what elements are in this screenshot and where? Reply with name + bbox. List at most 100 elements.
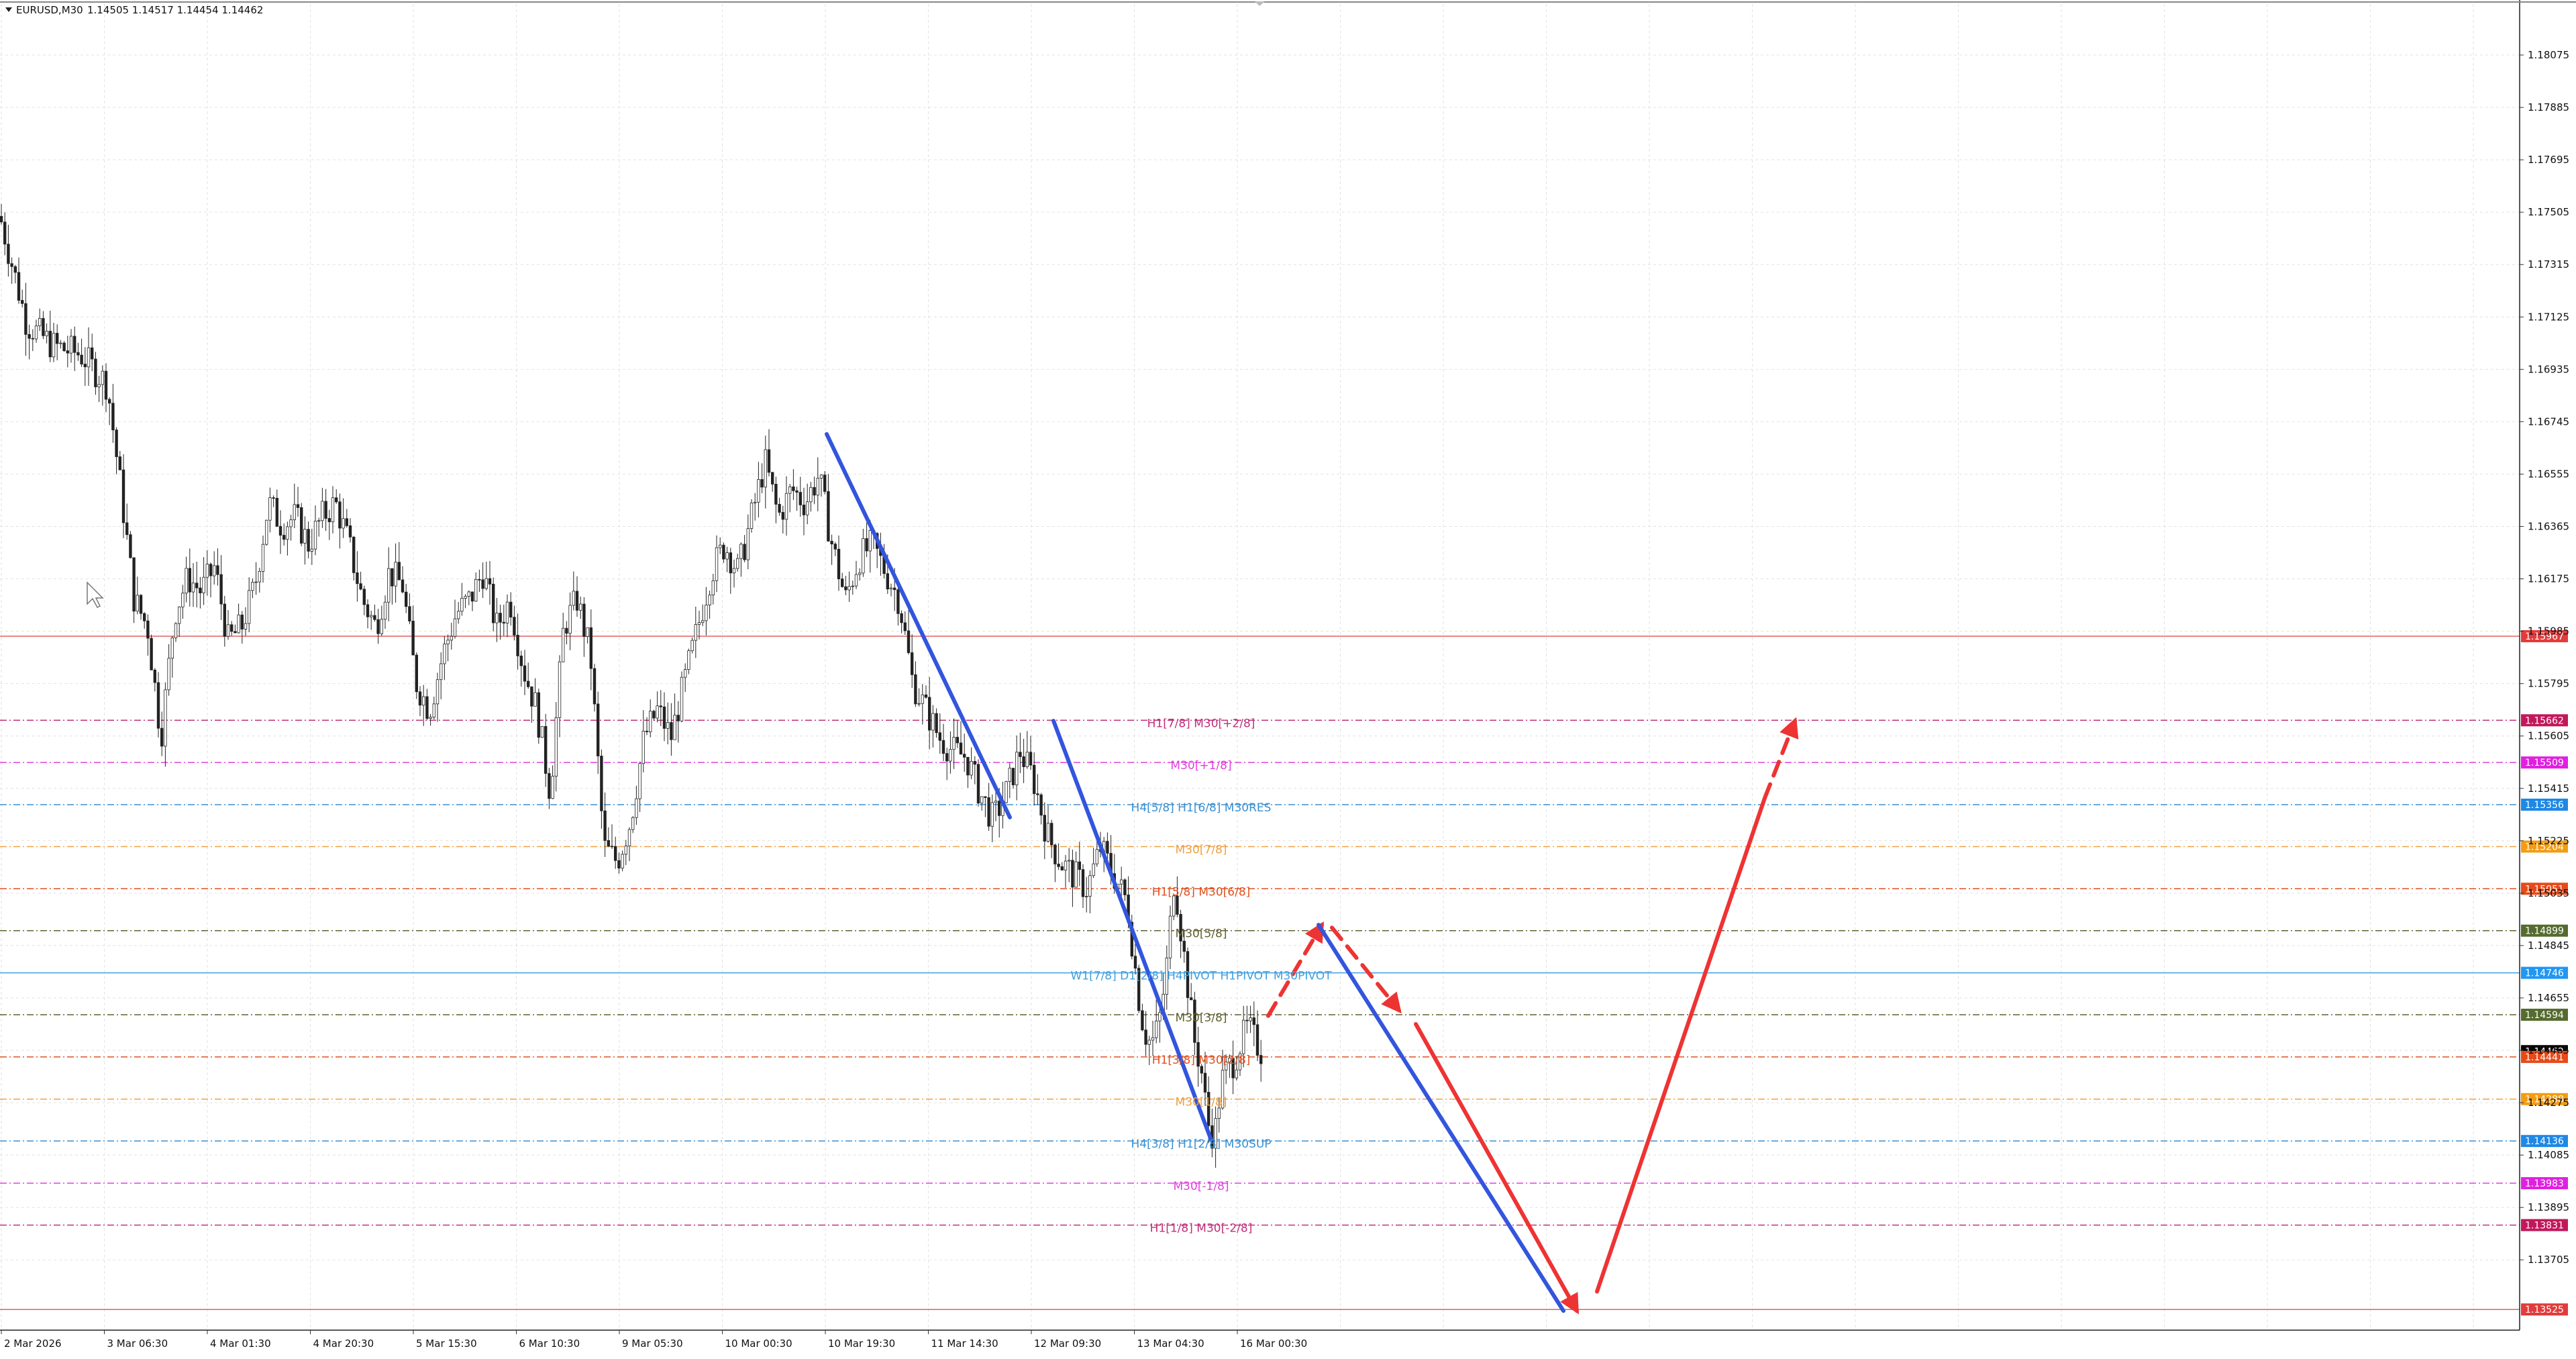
candle-body (631, 817, 635, 830)
candle-body (380, 619, 383, 634)
candle-body (889, 587, 893, 590)
candle-body (976, 764, 980, 804)
candle-body (342, 518, 345, 529)
candle-body (492, 583, 495, 623)
y-tick-label: 1.15795 (2528, 678, 2569, 690)
candle-body (1203, 1072, 1207, 1093)
price-badge (2521, 1219, 2568, 1231)
candle-body (237, 614, 240, 634)
price-badge (2521, 840, 2568, 853)
candle-body (858, 572, 862, 575)
candle-body (551, 776, 554, 799)
candle-body (1168, 915, 1172, 958)
candle-body (931, 713, 935, 731)
candle-body (356, 572, 359, 585)
blue-trend-1 (825, 432, 1012, 819)
candle-body (240, 614, 244, 630)
price-badge (2521, 1050, 2568, 1063)
candle-body (540, 725, 544, 738)
candle-body (638, 763, 641, 799)
candle-body (1225, 1062, 1228, 1070)
candle-body (1004, 781, 1008, 803)
candle-body (830, 540, 833, 545)
candle-body (275, 497, 278, 527)
candle-body (966, 756, 970, 776)
level-label: H4[3/8] H1[2/8] M30SUP (1131, 1138, 1271, 1151)
candle-body (153, 669, 156, 683)
x-tick-label: 2 Mar 2026 (4, 1338, 62, 1350)
candle-body (1179, 913, 1182, 942)
x-tick-label: 11 Mar 14:30 (931, 1338, 998, 1350)
candle-body (523, 665, 527, 682)
price-badge-label: 1.15204 (2525, 842, 2564, 852)
candle-body (746, 528, 750, 560)
y-tick-label: 1.16935 (2528, 363, 2569, 375)
candle-body (760, 479, 764, 488)
candle-body (272, 497, 275, 499)
candle-body (945, 753, 949, 762)
candle-body (170, 638, 174, 659)
candle-body (80, 354, 83, 364)
candle-body (1186, 951, 1190, 999)
candle-body (334, 497, 338, 503)
candle-body (264, 519, 268, 545)
candle-body (1245, 1019, 1249, 1021)
candle-body (610, 846, 614, 848)
level-label: M30[-1/8] (1173, 1180, 1229, 1193)
candle-body (251, 582, 254, 591)
candle-body (949, 749, 952, 762)
candle-body (921, 694, 924, 704)
candle-body (3, 221, 7, 245)
price-badge-label: 1.13525 (2525, 1305, 2564, 1315)
candle-body (865, 538, 868, 552)
chart-shift-icon[interactable] (1255, 1, 1265, 6)
candle-body (600, 756, 603, 811)
price-badge-label: 1.14746 (2525, 968, 2564, 979)
candle-body (990, 802, 994, 827)
y-tick-label: 1.17505 (2528, 206, 2569, 218)
candle-body (195, 583, 199, 589)
candle-body (659, 705, 662, 707)
candle-body (121, 469, 125, 523)
price-badge-label: 1.15356 (2525, 800, 2564, 811)
candle-body (973, 761, 976, 765)
price-badge-label: 1.15662 (2525, 715, 2564, 726)
candle-body (823, 474, 827, 492)
dropdown-triangle-icon[interactable] (5, 7, 12, 12)
y-tick-label: 1.18075 (2528, 49, 2569, 61)
candle-body (729, 552, 732, 574)
candle-body (115, 430, 118, 457)
candle-body (530, 686, 533, 707)
red-up (1595, 796, 1767, 1294)
candle-body (896, 589, 900, 614)
y-tick-label: 1.17315 (2528, 258, 2569, 270)
candle-body (405, 591, 408, 607)
candle-body (725, 552, 729, 560)
candle-body (1019, 752, 1022, 757)
candle-body (739, 544, 743, 559)
candle-body (736, 558, 739, 569)
candle-body (87, 347, 91, 368)
candle-body (750, 502, 754, 529)
level-label: M30[1/8] (1176, 1096, 1227, 1109)
candle-body (684, 669, 687, 678)
candle-body (662, 706, 666, 729)
candle-body (383, 601, 387, 620)
candle-body (754, 501, 757, 503)
candle-body (767, 449, 771, 473)
price-badge-label: 1.14136 (2525, 1136, 2564, 1147)
candle-body (854, 574, 858, 587)
candle-body (76, 352, 80, 356)
candle-body (1036, 793, 1039, 795)
ohlc-readout: 1.14505 1.14517 1.14454 1.14462 (87, 4, 263, 16)
candle-body (366, 604, 370, 617)
level-label: M30[+1/8] (1170, 759, 1231, 772)
candle-body (327, 518, 331, 522)
candle-body (296, 504, 300, 508)
candle-body (911, 652, 914, 675)
candle-body (1151, 1037, 1155, 1041)
candle-body (289, 519, 293, 527)
